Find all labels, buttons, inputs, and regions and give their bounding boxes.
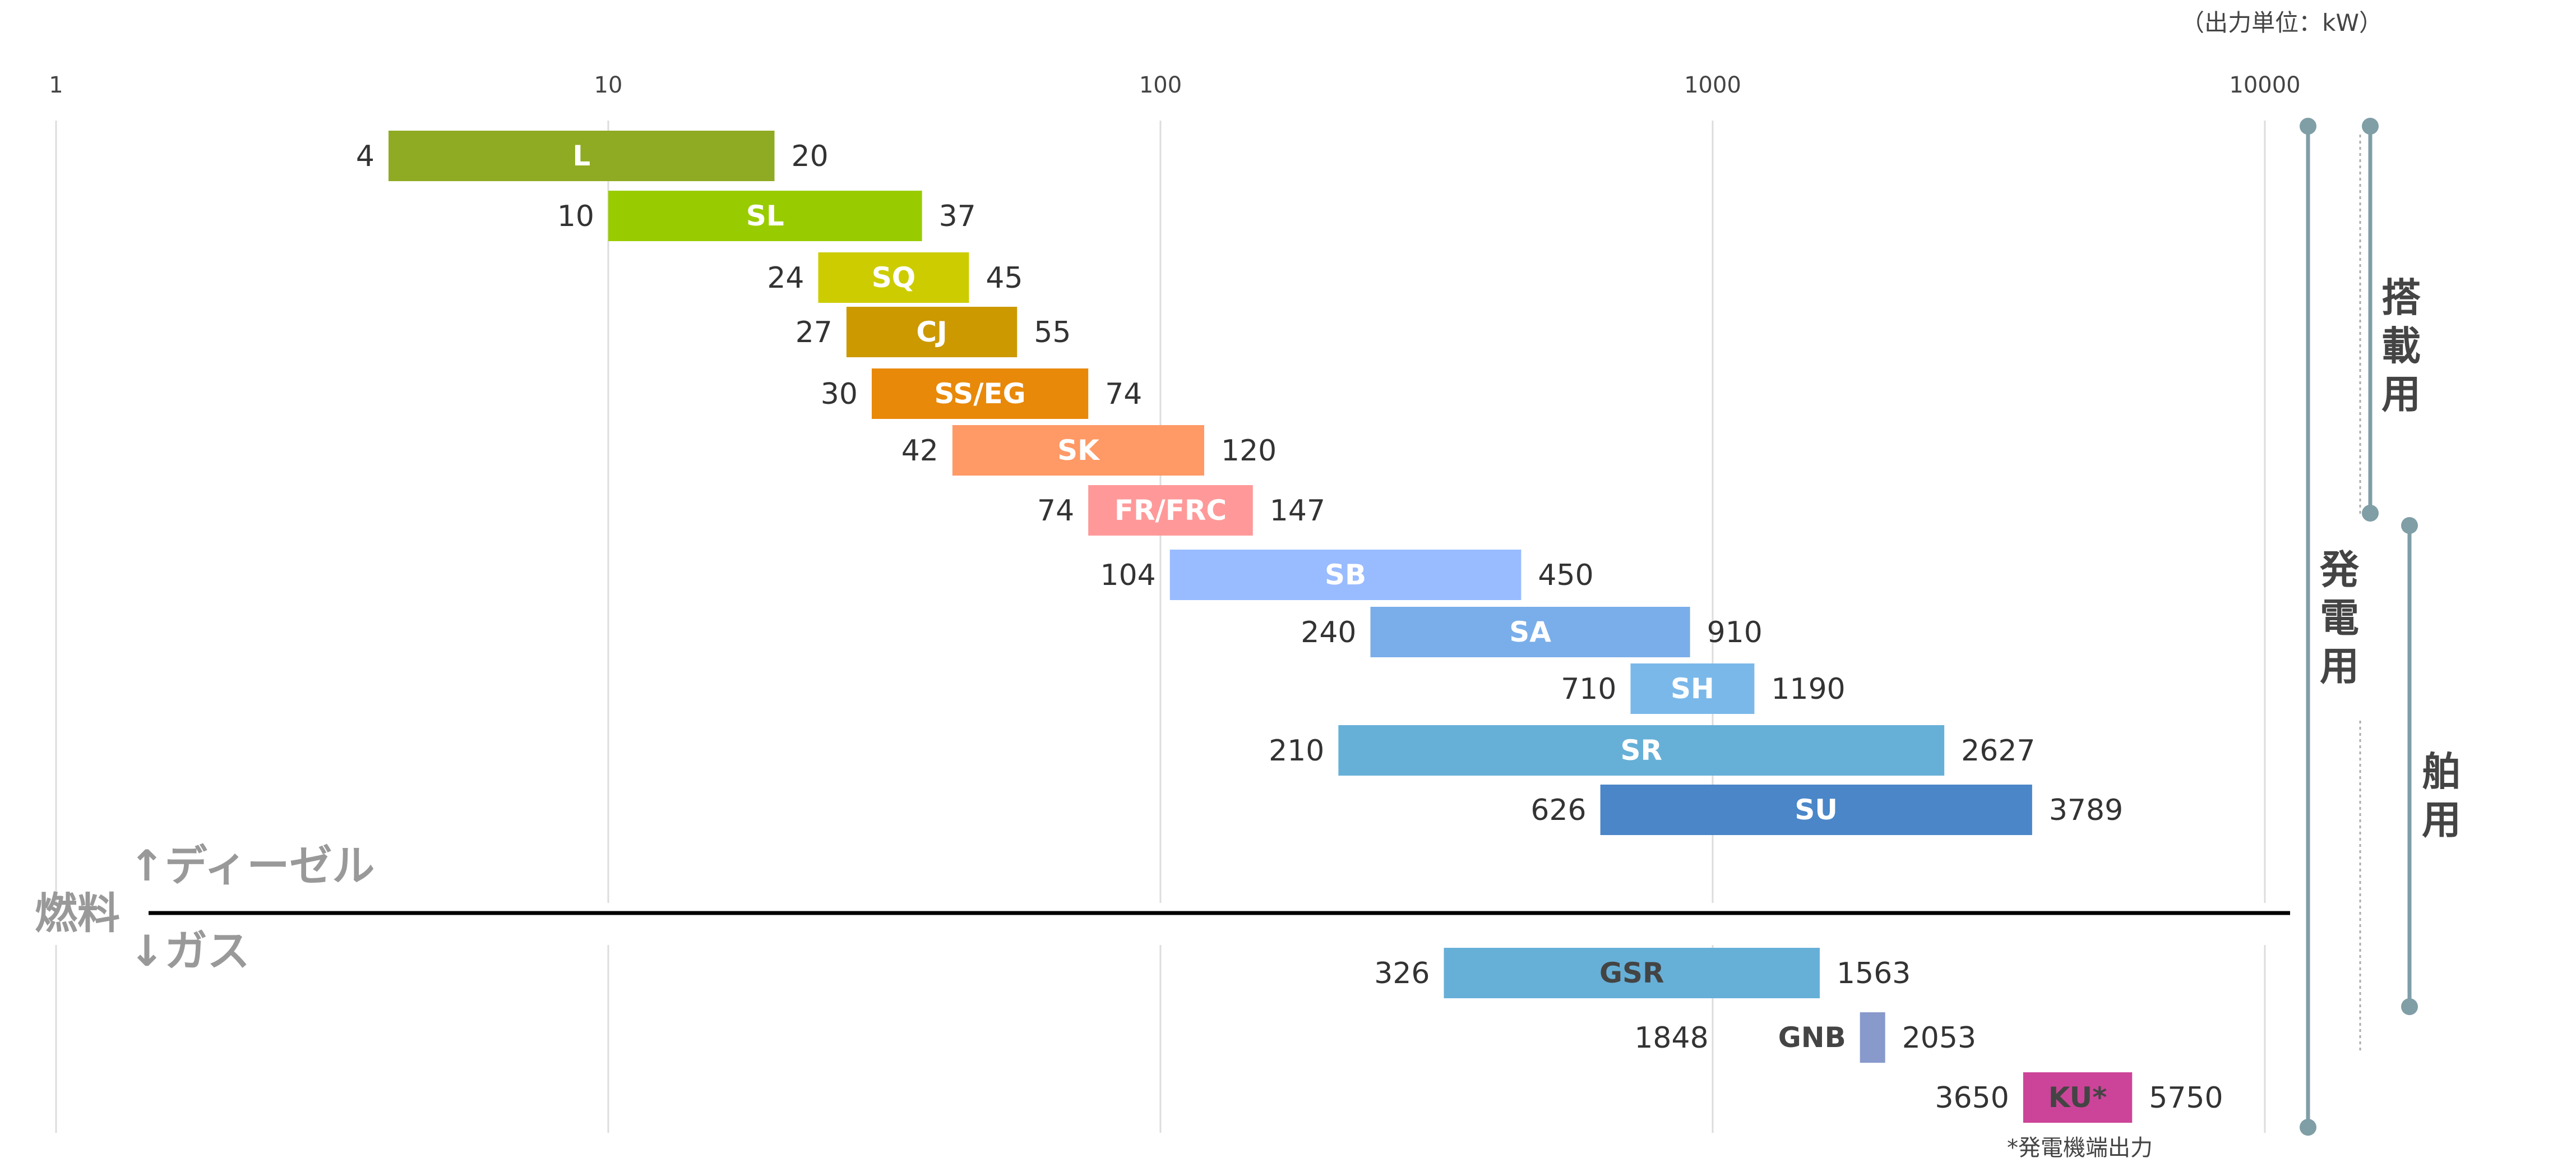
min-value-sb: 104 xyxy=(1100,559,1156,592)
fuel-gas-label: ↓ガス xyxy=(129,926,250,976)
bar-fr-frc xyxy=(1088,485,1253,536)
min-value-fr-frc: 74 xyxy=(1037,494,1074,528)
bar-group-sk: SK 42 120 xyxy=(901,425,1277,476)
bar-group-sr: SR 210 2627 xyxy=(1269,725,2036,776)
max-value-cj: 55 xyxy=(1034,316,1071,349)
bar-label-gnb: GNB xyxy=(1778,1021,1846,1054)
bar-group-cj: CJ 27 55 xyxy=(796,307,1071,357)
min-value-sr: 210 xyxy=(1269,734,1324,768)
bar-ku xyxy=(2023,1072,2133,1123)
max-value-sq: 45 xyxy=(986,261,1023,295)
min-value-sh: 710 xyxy=(1561,672,1616,706)
bar-label-sa: SA xyxy=(1509,616,1551,648)
bar-label-sl: SL xyxy=(746,200,784,232)
min-value-sk: 42 xyxy=(901,434,938,468)
bar-group-sb: SB 104 450 xyxy=(1100,550,1594,600)
max-value-su: 3789 xyxy=(2049,794,2123,827)
bar-sh xyxy=(1630,663,1755,714)
onboard-range-label: 搭載用 xyxy=(2381,275,2421,417)
max-value-sb: 450 xyxy=(1538,559,1593,592)
x-tick-1000: 1000 xyxy=(1684,72,1741,98)
fuel-title: 燃料 xyxy=(35,888,120,938)
bar-label-fr-frc: FR/FRC xyxy=(1114,494,1227,527)
marine-range-end-dot xyxy=(2401,998,2418,1015)
bar-group-fr-frc: FR/FRC 74 147 xyxy=(1037,485,1325,536)
footnote: *発電機端出力 xyxy=(2007,1135,2153,1161)
bar-label-sq: SQ xyxy=(872,261,916,294)
max-value-gsr: 1563 xyxy=(1837,957,1911,990)
bar-label-ku: KU* xyxy=(2048,1081,2107,1114)
bar-group-gnb: GNB 1848 2053 xyxy=(1634,1012,1976,1063)
min-value-su: 626 xyxy=(1530,794,1586,827)
bar-ss-eg xyxy=(871,368,1089,419)
bar-sk xyxy=(952,425,1204,476)
max-value-fr-frc: 147 xyxy=(1270,494,1325,528)
marine-range-label: 舶用 xyxy=(2422,749,2461,843)
x-tick-10000: 10000 xyxy=(2229,72,2300,98)
bar-label-su: SU xyxy=(1795,794,1838,826)
bar-group-sl: SL 10 37 xyxy=(557,191,976,241)
bar-gsr xyxy=(1444,948,1820,998)
bar-group-ku: KU* 3650 5750 xyxy=(1935,1072,2223,1123)
x-tick-labels: 1 10 100 1000 10000 xyxy=(49,72,2300,98)
bar-sl xyxy=(608,191,922,241)
max-value-gnb: 2053 xyxy=(1902,1021,1976,1055)
bar-group-su: SU 626 3789 xyxy=(1530,785,2123,835)
min-value-sl: 10 xyxy=(557,200,594,233)
max-value-ku: 5750 xyxy=(2149,1081,2223,1115)
bar-group-l: L 4 20 xyxy=(356,131,829,181)
bar-label-cj: CJ xyxy=(916,316,947,348)
onboard-range-start-dot xyxy=(2362,118,2379,135)
min-value-gsr: 326 xyxy=(1374,957,1430,990)
bar-group-sa: SA 240 910 xyxy=(1301,607,1763,657)
min-value-sq: 24 xyxy=(767,261,804,295)
max-value-l: 20 xyxy=(792,140,829,173)
bar-group-gsr: GSR 326 1563 xyxy=(1374,948,1911,998)
bar-label-sh: SH xyxy=(1671,672,1714,705)
max-value-sh: 1190 xyxy=(1771,672,1845,706)
bar-gnb xyxy=(1860,1012,1885,1063)
bar-group-sq: SQ 24 45 xyxy=(767,252,1023,303)
max-value-sr: 2627 xyxy=(1961,734,2035,768)
min-value-cj: 27 xyxy=(796,316,833,349)
fuel-diesel-label: ↑ディーゼル xyxy=(129,841,374,891)
bar-label-sr: SR xyxy=(1621,734,1663,767)
generator-range-end-dot xyxy=(2300,1119,2316,1136)
bar-label-sk: SK xyxy=(1057,434,1100,467)
x-tick-1: 1 xyxy=(49,72,63,98)
bar-label-sb: SB xyxy=(1325,559,1366,591)
bar-group-ss-eg: SS/EG 30 74 xyxy=(821,368,1142,419)
bar-su xyxy=(1600,785,2032,835)
marine-range-start-dot xyxy=(2401,517,2418,534)
min-value-ss-eg: 30 xyxy=(821,377,858,411)
bar-sq xyxy=(818,252,969,303)
generator-range-label: 発電用 xyxy=(2320,547,2360,689)
min-value-sa: 240 xyxy=(1301,616,1356,649)
generator-range-start-dot xyxy=(2300,118,2316,135)
bar-label-ss-eg: SS/EG xyxy=(934,377,1025,410)
onboard-range-end-dot xyxy=(2362,505,2379,522)
bar-group-sh: SH 710 1190 xyxy=(1561,663,1846,714)
bar-sa xyxy=(1370,607,1690,657)
unit-label: （出力単位：kW） xyxy=(2181,9,2383,36)
max-value-ss-eg: 74 xyxy=(1105,377,1142,411)
grid-lines xyxy=(55,121,2266,1133)
bar-label-l: L xyxy=(572,140,590,172)
bar-sr xyxy=(1338,725,1945,776)
min-value-ku: 3650 xyxy=(1935,1081,2009,1115)
bar-label-gsr: GSR xyxy=(1599,957,1664,989)
bar-sb xyxy=(1169,550,1521,600)
min-value-l: 4 xyxy=(356,140,374,173)
min-value-gnb: 1848 xyxy=(1634,1021,1708,1055)
max-value-sl: 37 xyxy=(939,200,976,233)
max-value-sa: 910 xyxy=(1707,616,1763,649)
max-value-sk: 120 xyxy=(1221,434,1277,468)
bar-l xyxy=(389,131,775,181)
x-tick-10: 10 xyxy=(594,72,623,98)
bar-cj xyxy=(846,307,1018,357)
x-tick-100: 100 xyxy=(1139,72,1182,98)
